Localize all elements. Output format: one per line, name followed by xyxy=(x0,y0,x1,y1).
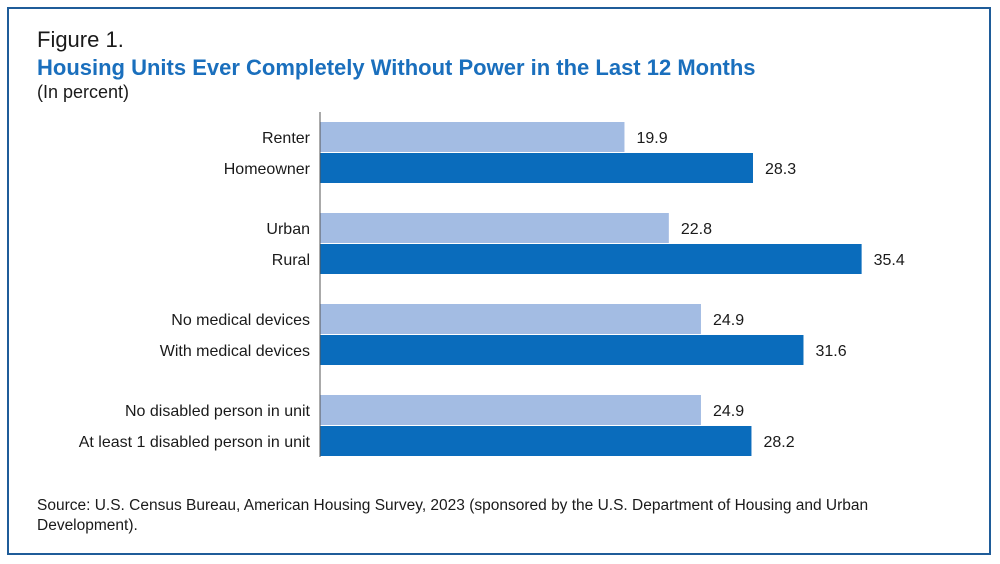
source-note: Source: U.S. Census Bureau, American Hou… xyxy=(37,497,869,534)
category-label: Renter xyxy=(262,130,311,147)
value-label: 31.6 xyxy=(815,343,846,360)
bar-4 xyxy=(320,304,701,334)
bar-0 xyxy=(320,122,625,152)
value-label: 35.4 xyxy=(874,252,905,269)
category-label: With medical devices xyxy=(160,343,310,360)
category-label: No medical devices xyxy=(171,312,310,329)
value-label: 24.9 xyxy=(713,403,744,420)
figure-label: Figure 1. xyxy=(37,27,124,52)
category-label: At least 1 disabled person in unit xyxy=(79,434,311,451)
category-label: Urban xyxy=(266,221,310,238)
value-label: 28.3 xyxy=(765,161,796,178)
value-label: 28.2 xyxy=(763,434,794,451)
category-label: Homeowner xyxy=(224,161,311,178)
bar-7 xyxy=(320,426,752,456)
value-label: 24.9 xyxy=(713,312,744,329)
chart-subtitle: (In percent) xyxy=(37,82,130,102)
category-label: Rural xyxy=(272,252,310,269)
category-label: No disabled person in unit xyxy=(125,403,311,420)
bar-6 xyxy=(320,395,701,425)
value-label: 19.9 xyxy=(636,130,667,147)
bar-1 xyxy=(320,153,753,183)
value-label: 22.8 xyxy=(681,221,712,238)
bar-2 xyxy=(320,213,669,243)
bar-5 xyxy=(320,335,804,365)
figure-frame xyxy=(7,7,991,555)
bar-3 xyxy=(320,244,862,274)
chart-title: Housing Units Ever Completely Without Po… xyxy=(37,55,756,80)
